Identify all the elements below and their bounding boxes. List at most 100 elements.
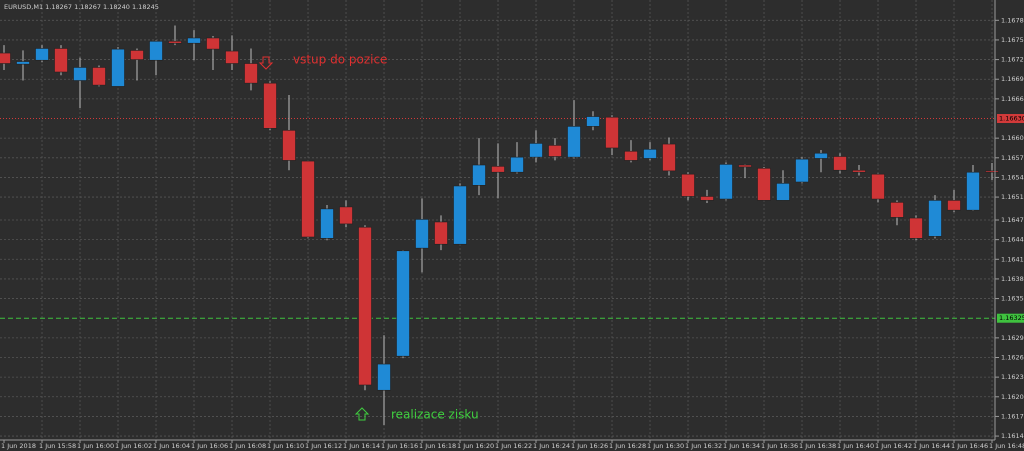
candle-body xyxy=(852,169,866,173)
y-tick-label: 1.16540 xyxy=(1001,173,1024,181)
x-tick-label: 1 Jun 16:28 xyxy=(609,442,646,450)
x-tick-label: 1 Jun 16:12 xyxy=(305,442,342,450)
y-tick-label: 1.16720 xyxy=(1001,56,1024,64)
candle-body xyxy=(320,208,334,239)
y-tick-label: 1.16235 xyxy=(1001,373,1024,381)
y-tick-label: 1.16600 xyxy=(1001,134,1024,142)
exit-arrow xyxy=(354,407,370,421)
y-tick-label: 1.16660 xyxy=(1001,95,1024,103)
axes: 1.16780 1.16750 1.16720 1.16690 1.16660 1.166… xyxy=(1,16,1024,450)
x-tick-label: 1 Jun 16:26 xyxy=(571,442,608,450)
x-tick-label: 1 Jun 16:42 xyxy=(875,442,912,450)
y-tick-label: 1.16780 xyxy=(1001,16,1024,24)
candle-body xyxy=(909,217,923,239)
x-tick-label: 1 Jun 16:20 xyxy=(457,442,494,450)
candle-body xyxy=(947,200,961,211)
candle-body xyxy=(111,48,125,87)
x-tick-label: 1 Jun 16:24 xyxy=(533,442,570,450)
candle-body xyxy=(833,156,847,171)
candle-body xyxy=(928,200,942,237)
y-tick-label: 1.16145 xyxy=(1001,432,1024,440)
candle-body xyxy=(624,150,638,161)
candle-body xyxy=(605,116,619,149)
candle-body xyxy=(795,158,809,183)
x-tick-label: 1 Jun 16:06 xyxy=(191,442,228,450)
annotation: vstup do pozice xyxy=(293,53,387,67)
x-tick-label: 1 Jun 2018 xyxy=(1,442,36,450)
candle-body xyxy=(339,206,353,225)
y-tick-label: 1.16175 xyxy=(1001,412,1024,420)
y-tick-label: 1.16690 xyxy=(1001,75,1024,83)
x-tick-label: 1 Jun 16:22 xyxy=(495,442,532,450)
x-tick-label: 1 Jun 16:08 xyxy=(229,442,266,450)
candle-body xyxy=(510,156,524,173)
candle-body xyxy=(225,50,239,64)
candle-body xyxy=(92,67,106,86)
candle-body xyxy=(73,67,87,81)
y-tick-label: 1.16265 xyxy=(1001,354,1024,362)
x-tick-label: 1 Jun 16:32 xyxy=(685,442,722,450)
y-tick-label: 1.16475 xyxy=(1001,216,1024,224)
candle-body xyxy=(453,185,467,245)
candle-body xyxy=(54,48,68,73)
y-tick-label: 1.16205 xyxy=(1001,393,1024,401)
y-tick-label: 1.16510 xyxy=(1001,193,1024,201)
candle-body xyxy=(529,143,543,158)
candle-body xyxy=(586,116,600,127)
y-tick-label: 1.16445 xyxy=(1001,236,1024,244)
y-tick-label: 1.16295 xyxy=(1001,334,1024,342)
candle-body xyxy=(396,250,410,357)
x-tick-label: 1 Jun 16:18 xyxy=(419,442,456,450)
x-tick-label: 1 Jun 16:04 xyxy=(153,442,190,450)
y-tick-label: 1.16355 xyxy=(1001,295,1024,303)
grid xyxy=(0,0,995,440)
candle-body xyxy=(472,164,486,186)
price-level-box xyxy=(997,313,1024,323)
candle-body xyxy=(434,221,448,245)
candle-body xyxy=(966,171,980,211)
candle-body xyxy=(130,50,144,60)
y-tick-label: 1.16415 xyxy=(1001,255,1024,263)
candle-body xyxy=(244,63,258,84)
candle-body xyxy=(567,126,581,158)
candle-body xyxy=(377,363,391,391)
price-level-box xyxy=(997,114,1024,124)
candle-body xyxy=(890,202,904,218)
y-tick-label: 1.16570 xyxy=(1001,154,1024,162)
candles xyxy=(0,25,999,425)
x-tick-label: 1 Jun 16:36 xyxy=(761,442,798,450)
candle-body xyxy=(662,143,676,172)
x-tick-label: 1 Jun 16:00 xyxy=(77,442,114,450)
x-tick-label: 1 Jun 16:38 xyxy=(799,442,836,450)
candle-body xyxy=(700,196,714,201)
candle-body xyxy=(263,82,277,129)
x-tick-label: 1 Jun 16:48 xyxy=(989,442,1024,450)
x-tick-label: 1 Jun 16:02 xyxy=(115,442,152,450)
y-tick-label: 1.16385 xyxy=(1001,275,1024,283)
x-tick-label: 1 Jun 16:10 xyxy=(267,442,304,450)
candle-body xyxy=(719,164,733,200)
candle-body xyxy=(0,52,11,64)
x-tick-label: 1 Jun 16:34 xyxy=(723,442,760,450)
candle-body xyxy=(776,183,790,201)
price-level-label: 1.16325 xyxy=(999,314,1024,322)
candle-body xyxy=(548,145,562,157)
x-tick-label: 1 Jun 16:30 xyxy=(647,442,684,450)
candle-body xyxy=(738,164,752,168)
x-tick-label: 1 Jun 16:40 xyxy=(837,442,874,450)
candle-body xyxy=(206,37,220,50)
candle-body xyxy=(985,170,999,173)
candle-body xyxy=(149,40,163,61)
candle-body xyxy=(415,219,429,249)
x-tick-label: 1 Jun 16:16 xyxy=(381,442,418,450)
annotation: realizace zisku xyxy=(391,408,479,422)
candle-body xyxy=(168,40,182,44)
candle-body xyxy=(681,173,695,197)
x-tick-label: 1 Jun 16:44 xyxy=(913,442,950,450)
candle-body xyxy=(35,48,49,61)
candle-body xyxy=(643,148,657,159)
candle-body xyxy=(282,129,296,161)
candle-body xyxy=(757,167,771,201)
